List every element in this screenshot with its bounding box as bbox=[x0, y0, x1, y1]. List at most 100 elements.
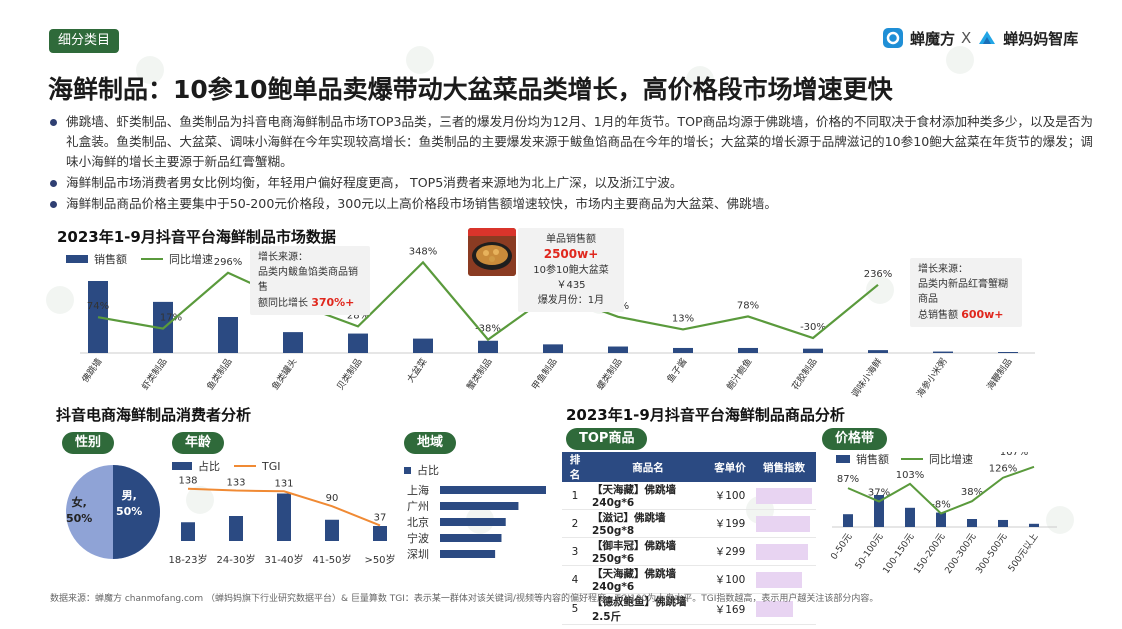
bullet-item: 海鲜制品市场消费者男女比例均衡，年轻用户偏好程度更高， TOP5消费者来源地为北… bbox=[48, 173, 1098, 193]
age-legend: 占比 TGI bbox=[172, 458, 281, 474]
col-header-name: 商品名 bbox=[588, 452, 708, 482]
region-bar bbox=[440, 518, 506, 526]
callout-value: 2500w+ bbox=[543, 247, 599, 261]
sales-bar bbox=[998, 352, 1018, 353]
legend-bar-label: 销售额 bbox=[856, 453, 889, 466]
sales-bar bbox=[738, 347, 758, 353]
tgi-label: 131 bbox=[274, 478, 293, 489]
pie-label-female: 女, 50% bbox=[66, 495, 92, 527]
callout-value: 370%+ bbox=[311, 296, 355, 309]
sales-bar bbox=[933, 351, 953, 353]
chanmofang-logo-icon bbox=[883, 28, 903, 48]
gender-tag: 性别 bbox=[62, 432, 115, 454]
region-label: 广州 bbox=[407, 500, 429, 513]
category-label: 花胶制品 bbox=[789, 356, 819, 392]
growth-line bbox=[97, 260, 879, 342]
rank-cell: 3 bbox=[562, 537, 588, 566]
region-bar bbox=[440, 502, 519, 510]
age-bar bbox=[181, 522, 195, 541]
top-products-table: 排名 商品名 客单价 销售指数 1 【天海藏】佛跳墙 240g*6 ￥100 2 【滋记… bbox=[562, 452, 816, 625]
sales-bar bbox=[803, 348, 823, 353]
sales-index-cell bbox=[752, 537, 816, 566]
legend-line-label: 同比增速 bbox=[169, 253, 213, 266]
tgi-label: 37 bbox=[374, 512, 387, 523]
callout-line: 总销售额 600w+ bbox=[918, 307, 1014, 323]
price-bar bbox=[967, 519, 977, 527]
category-label: 鱼类制品 bbox=[204, 356, 234, 392]
callout-line: 10参10鲍大盆菜￥435 bbox=[533, 265, 609, 291]
product-name-cell: 【天海藏】佛跳墙 240g*6 bbox=[588, 565, 708, 594]
sales-bar bbox=[478, 340, 498, 353]
callout-seafood-growth: 增长来源： 品类内新品红膏蟹糊商品 总销售额 600w+ bbox=[910, 258, 1022, 327]
region-label: 深圳 bbox=[407, 548, 429, 561]
growth-label: 28% bbox=[347, 310, 369, 321]
col-header-rank: 排名 bbox=[562, 452, 588, 482]
price-bar bbox=[998, 519, 1008, 527]
price-category-label: 300-500元 bbox=[975, 532, 1010, 576]
sales-index-bar bbox=[756, 571, 802, 588]
callout-line: 额同比增长 370%+ bbox=[258, 295, 362, 311]
col-header-index: 销售指数 bbox=[752, 452, 816, 482]
product-section-title: 2023年1-9月抖音平台海鲜制品商品分析 bbox=[566, 406, 845, 424]
summary-bullets: 佛跳墙、虾类制品、鱼类制品为抖音电商海鲜制品市场TOP3品类，三者的爆发月份均为… bbox=[48, 112, 1098, 215]
legend-line-label: TGI bbox=[262, 459, 281, 473]
table-row: 4 【天海藏】佛跳墙 240g*6 ￥100 bbox=[562, 565, 816, 594]
market-chart-title: 2023年1-9月抖音平台海鲜制品市场数据 bbox=[57, 228, 336, 246]
table-row: 1 【天海藏】佛跳墙 240g*6 ￥100 bbox=[562, 482, 816, 510]
age-category-label: >50岁 bbox=[364, 553, 395, 566]
tgi-line bbox=[187, 487, 381, 527]
consumer-section-title: 抖音电商海鲜制品消费者分析 bbox=[56, 406, 252, 424]
category-tag: 细分类目 bbox=[49, 29, 120, 53]
callout-line: 品类内鲅鱼馅类商品销售 bbox=[258, 267, 358, 293]
sales-index-cell bbox=[752, 509, 816, 538]
price-category-label: 50-100元 bbox=[854, 532, 886, 571]
sales-bar bbox=[673, 347, 693, 353]
pie-label-male: 男, 50% bbox=[116, 488, 142, 520]
rank-cell: 2 bbox=[562, 509, 588, 538]
price-category-label: 150-200元 bbox=[913, 532, 948, 576]
pie-label-value: 50% bbox=[116, 505, 143, 518]
growth-label: 296% bbox=[214, 257, 243, 268]
category-label: 海鞭制品 bbox=[984, 356, 1014, 392]
price-cell: ￥100 bbox=[708, 482, 752, 510]
brand-logo: 蝉魔方 X 蝉妈妈智库 bbox=[882, 27, 1078, 49]
footer-source-note: 数据来源：蝉魔方 chanmofang.com （蝉妈妈旗下行业研究数据平台）&… bbox=[50, 594, 879, 604]
table-row: 2 【滋记】佛跳墙 250g*8 ￥199 bbox=[562, 509, 816, 538]
callout-line: 增长来源： bbox=[918, 264, 968, 275]
price-bar bbox=[936, 512, 946, 527]
age-bar bbox=[229, 516, 243, 541]
legend-bar-swatch bbox=[836, 455, 850, 463]
pie-label-text: 男, bbox=[121, 489, 137, 502]
price-bar bbox=[843, 514, 853, 527]
legend-bar-swatch bbox=[172, 462, 192, 470]
sales-index-bar bbox=[756, 487, 812, 504]
price-growth-line bbox=[847, 465, 1035, 515]
price-band-tag: 价格带 bbox=[822, 428, 888, 450]
pie-label-text: 女, bbox=[71, 496, 87, 509]
callout-big-dish: 单品销售额 2500w+ 10参10鲍大盆菜￥435 爆发月份：1月 bbox=[518, 228, 624, 312]
dish-photo-icon bbox=[468, 228, 516, 276]
region-label: 宁波 bbox=[407, 531, 429, 545]
growth-label: -38% bbox=[475, 324, 501, 335]
age-bar bbox=[373, 526, 387, 541]
region-tag: 地域 bbox=[404, 432, 457, 454]
legend-bar-label: 占比 bbox=[198, 460, 220, 473]
page-title: 海鲜制品：10参10鲍单品卖爆带动大盆菜品类增长，高价格段市场增速更快 bbox=[48, 75, 893, 104]
category-label: 虾类制品 bbox=[139, 356, 169, 392]
bullet-item: 佛跳墙、虾类制品、鱼类制品为抖音电商海鲜制品市场TOP3品类，三者的爆发月份均为… bbox=[48, 112, 1098, 172]
pie-label-value: 50% bbox=[66, 512, 93, 525]
growth-label: 236% bbox=[864, 269, 893, 280]
sales-bar bbox=[413, 338, 433, 353]
price-cell: ￥169 bbox=[708, 593, 752, 625]
price-growth-label: -8% bbox=[931, 499, 950, 510]
growth-label: 78% bbox=[737, 300, 759, 311]
growth-label: -30% bbox=[800, 322, 826, 333]
price-category-label: 0-50元 bbox=[829, 532, 854, 562]
tgi-label: 90 bbox=[326, 493, 339, 504]
rank-cell: 1 bbox=[562, 482, 588, 510]
sales-bar bbox=[88, 281, 108, 353]
sales-index-cell bbox=[752, 482, 816, 510]
sales-bar bbox=[868, 350, 888, 353]
callout-line: 增长来源： bbox=[258, 252, 308, 263]
